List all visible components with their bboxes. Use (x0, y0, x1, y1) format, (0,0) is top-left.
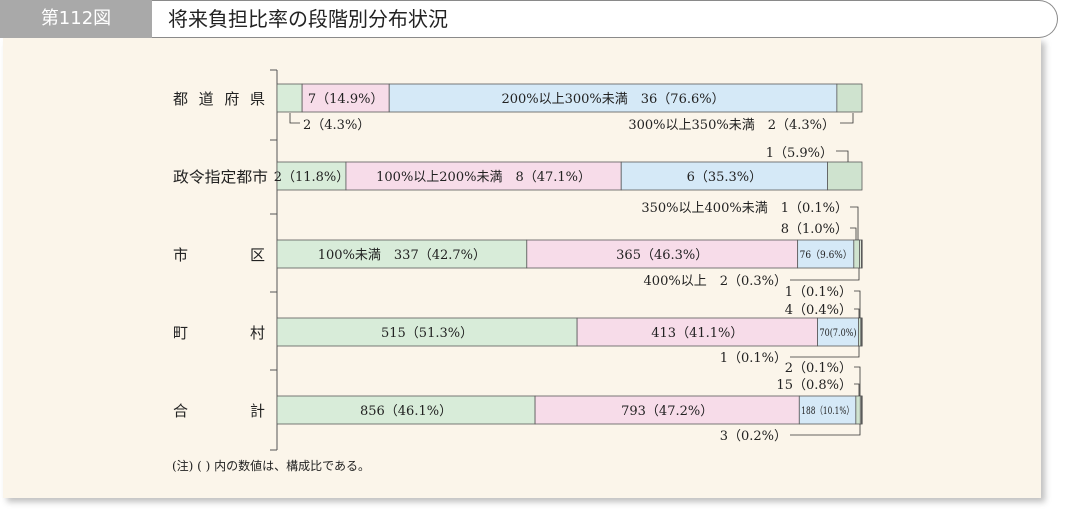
leader-line (289, 113, 300, 124)
bar-segment (861, 317, 863, 347)
bar-segment (345, 161, 622, 191)
category-label: 都 道 府 県 (173, 90, 265, 108)
callout-label: 350%以上400%未満 1（0.1%） (641, 201, 848, 216)
bar-segment (276, 161, 347, 191)
callout-label: 15（0.8%） (776, 378, 852, 393)
callout-label: 1（5.9%） (766, 146, 833, 161)
category-label: 市 区 (173, 246, 265, 264)
bar-data-label: 793（47.2%） (621, 404, 713, 419)
leader-line (850, 227, 857, 240)
callout-label: 4（0.4%） (785, 303, 852, 318)
callout-label: 2（4.3%） (303, 118, 370, 133)
bar-segment (276, 317, 578, 347)
callout-label: 2（0.1%） (785, 361, 852, 376)
bar-data-label: 76（9.6%） (800, 249, 852, 261)
callout-label: 3（0.2%） (720, 429, 787, 444)
bar-segment (853, 239, 861, 269)
callout-label: 8（1.0%） (781, 222, 848, 237)
bar-data-label: 100%以上200%未満 8（47.1%） (376, 170, 591, 185)
category-label: 合 計 (173, 402, 265, 420)
bar-data-label: 365（46.3%） (616, 248, 708, 263)
bar-data-label: 856（46.1%） (360, 404, 452, 419)
category-label: 町 村 (173, 324, 265, 342)
bar-segment (798, 395, 857, 425)
bar-data-label: 2（11.8%） (274, 170, 350, 185)
callout-label: 400%以上 2（0.3%） (644, 274, 787, 289)
bar-data-label: 515（51.3%） (381, 326, 473, 341)
figure-number: 第112図 (0, 0, 152, 38)
bar-segment (836, 83, 863, 113)
leader-line (790, 268, 860, 281)
bar-data-label: 7（14.9%） (308, 92, 384, 107)
leader-line (836, 150, 849, 162)
bar-data-label: 100%未満 337（42.7%） (318, 248, 486, 263)
bar-segment (861, 395, 863, 425)
bar-data-label: 188（10.1%） (801, 405, 854, 417)
bar-segment (526, 239, 799, 269)
bar-segment (276, 395, 536, 425)
leader-line (854, 383, 860, 396)
leader-line (854, 308, 860, 318)
header-bar (0, 0, 1058, 38)
bar-segment (861, 239, 863, 269)
bar-data-label: 6（35.3%） (687, 170, 763, 185)
bar-segment (388, 83, 838, 113)
bar-segment (797, 239, 855, 269)
chart-note: (注) ( ) 内の数値は、構成比である。 (172, 458, 370, 473)
bar-data-label: 200%以上300%未満 36（76.6%） (501, 92, 724, 107)
bar-data-label: 70(7.0%) (820, 328, 857, 339)
leader-line (790, 424, 861, 436)
leader-line (854, 290, 861, 318)
bar-data-label: 413（41.1%） (651, 326, 743, 341)
bar-segment (276, 83, 303, 113)
bar-segment (827, 161, 863, 191)
category-label: 政令指定都市 (173, 168, 268, 186)
leader-line (840, 113, 854, 124)
bar-segment (620, 161, 828, 191)
bar-segment (534, 395, 800, 425)
bar-segment (576, 317, 818, 347)
callout-label: 300%以上350%未満 2（4.3%） (628, 118, 835, 133)
bar-segment (301, 83, 390, 113)
bar-segment (855, 395, 861, 425)
callout-label: 1（0.1%） (785, 285, 852, 300)
leader-line (854, 366, 861, 396)
chart-title: 将来負担比率の段階別分布状況 (168, 7, 448, 31)
callout-label: 1（0.1%） (720, 351, 787, 366)
leader-line (850, 206, 859, 240)
leader-line (790, 346, 860, 358)
